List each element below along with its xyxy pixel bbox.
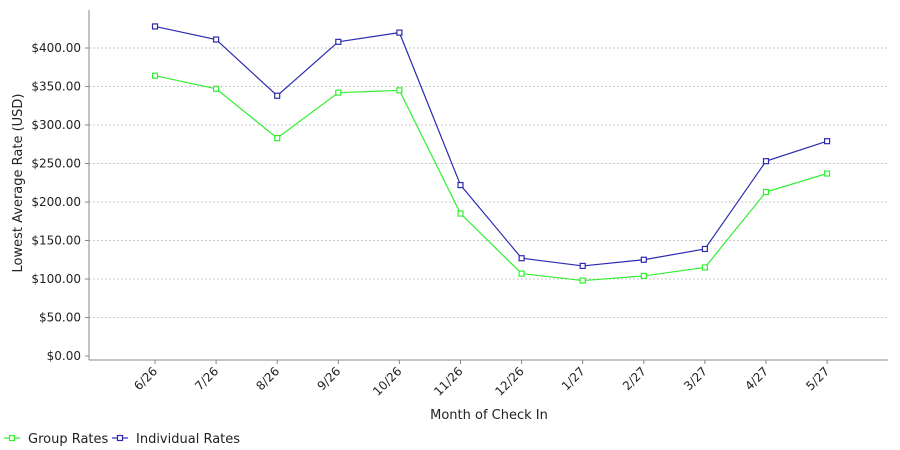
legend-label: Individual Rates bbox=[136, 432, 240, 447]
y-tick-label: $150.00 bbox=[31, 234, 81, 248]
x-tick-label: 4/27 bbox=[742, 364, 771, 393]
series-lines bbox=[151, 23, 831, 284]
data-point bbox=[823, 138, 831, 145]
x-tick-label: 7/26 bbox=[192, 364, 221, 393]
series-individual-rates bbox=[151, 23, 831, 270]
legend-item: Individual Rates bbox=[112, 432, 240, 447]
series-line bbox=[154, 25, 828, 267]
data-point bbox=[518, 270, 525, 277]
series-line bbox=[154, 75, 828, 282]
x-tick-label: 12/26 bbox=[492, 364, 526, 398]
x-tick-label: 3/27 bbox=[681, 364, 710, 393]
x-tick-label: 6/26 bbox=[131, 364, 160, 393]
data-point bbox=[579, 277, 586, 284]
data-point bbox=[151, 72, 159, 79]
y-tick-label: $350.00 bbox=[31, 80, 81, 94]
data-point bbox=[151, 23, 159, 30]
axes bbox=[88, 10, 888, 361]
data-point bbox=[396, 87, 403, 94]
data-point bbox=[274, 134, 281, 142]
gridlines bbox=[89, 47, 888, 318]
x-tick-label: 10/26 bbox=[370, 364, 404, 398]
legend-marker bbox=[8, 434, 16, 442]
y-tick-label: $200.00 bbox=[31, 195, 81, 209]
x-tick-label: 1/27 bbox=[559, 364, 588, 393]
x-tick-label: 2/27 bbox=[620, 364, 649, 393]
x-tick-label: 5/27 bbox=[803, 364, 832, 393]
data-point bbox=[640, 272, 647, 280]
series-group-rates bbox=[151, 72, 831, 284]
data-point bbox=[518, 255, 525, 262]
data-point bbox=[457, 210, 464, 217]
x-tick-label: 9/26 bbox=[314, 364, 343, 393]
x-axis-title: Month of Check In bbox=[430, 408, 548, 423]
x-tick-label: 11/26 bbox=[431, 364, 465, 398]
y-tick-label: $0.00 bbox=[47, 349, 81, 363]
legend: Group Rates Individual Rates bbox=[4, 432, 240, 447]
y-tick-label: $400.00 bbox=[31, 41, 81, 55]
data-point bbox=[213, 85, 220, 92]
x-tick-label: 8/26 bbox=[253, 364, 282, 393]
data-point bbox=[640, 256, 647, 263]
data-point bbox=[457, 181, 464, 189]
y-tick-label: $50.00 bbox=[39, 311, 81, 325]
legend-marker bbox=[116, 434, 124, 442]
data-point bbox=[274, 92, 281, 99]
data-point bbox=[762, 158, 770, 165]
data-point bbox=[335, 89, 342, 96]
legend-item: Group Rates bbox=[4, 432, 109, 447]
data-point bbox=[701, 264, 709, 271]
legend-label: Group Rates bbox=[28, 432, 109, 447]
y-tick-label: $300.00 bbox=[31, 118, 81, 132]
y-axis-title: Lowest Average Rate (USD) bbox=[11, 94, 26, 273]
y-tick-label: $250.00 bbox=[31, 157, 81, 171]
y-tick-labels: $0.00 $50.00 $100.00 $150.00 $200.00 $250.00 $… bbox=[31, 41, 89, 363]
data-point bbox=[762, 188, 770, 196]
data-point bbox=[213, 36, 220, 43]
y-tick-label: $100.00 bbox=[31, 272, 81, 286]
data-point bbox=[701, 245, 709, 253]
data-point bbox=[396, 29, 403, 36]
data-point bbox=[823, 170, 831, 177]
data-point bbox=[335, 38, 342, 45]
data-point bbox=[579, 262, 586, 270]
x-tick-labels: 6/26 7/26 8/26 9/26 10/26 11/26 12/26 1/27 2/27 3… bbox=[131, 360, 832, 399]
